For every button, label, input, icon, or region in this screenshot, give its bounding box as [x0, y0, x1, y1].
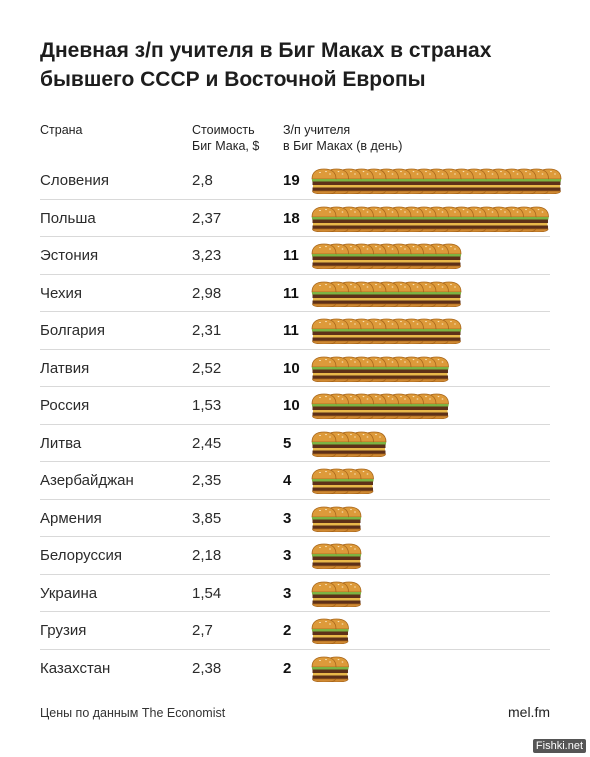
table-row: Украина 1,54 3 — [40, 575, 550, 612]
big-mac-price: 2,37 — [192, 209, 222, 227]
country-name: Эстония — [40, 247, 99, 264]
burger-icon — [311, 393, 337, 419]
table-row: Россия 1,53 10 — [40, 387, 550, 425]
wage-value: 2 — [283, 659, 292, 677]
country-name: Белоруссия — [40, 547, 122, 564]
wage-value: 19 — [283, 172, 300, 189]
table-row: Польша 2,37 18 — [40, 200, 550, 237]
big-mac-price: 3,85 — [192, 509, 222, 527]
burger-bar — [311, 468, 374, 494]
burger-icon — [311, 468, 337, 494]
wage-value: 2 — [283, 622, 292, 639]
big-mac-price: 2,35 — [192, 472, 222, 489]
source-note: Цены по данным The Economist — [40, 706, 226, 720]
wage-value: 3 — [283, 547, 292, 564]
wage-value: 10 — [283, 359, 300, 377]
big-mac-price: 1,54 — [192, 584, 222, 602]
country-name: Украина — [40, 584, 98, 602]
table-row: Эстония 3,23 11 — [40, 237, 550, 275]
burger-icon — [311, 656, 337, 682]
wage-value: 10 — [283, 397, 300, 414]
table-row: Словения 2,8 19 — [40, 162, 562, 200]
table-row: Грузия 2,7 2 — [40, 612, 550, 650]
big-mac-price: 2,98 — [192, 284, 222, 302]
burger-bar — [311, 318, 462, 344]
burger-bar — [311, 506, 362, 532]
table-row: Литва 2,45 5 — [40, 425, 550, 462]
table-row: Казахстан 2,38 2 — [40, 650, 550, 688]
burger-icon — [311, 543, 337, 569]
burger-bar — [311, 431, 387, 457]
burger-icon — [311, 431, 337, 457]
column-header-price: Стоимость Биг Мака, $ — [192, 123, 260, 153]
big-mac-price: 2,8 — [192, 172, 213, 189]
country-name: Казахстан — [40, 659, 111, 677]
country-name: Азербайджан — [40, 472, 134, 489]
wage-value: 5 — [283, 434, 292, 452]
burger-icon — [311, 281, 337, 307]
wage-value: 11 — [283, 322, 299, 339]
big-mac-price: 3,23 — [192, 247, 222, 264]
table-row: Азербайджан 2,35 4 — [40, 462, 550, 500]
country-name: Польша — [40, 209, 96, 227]
wage-value: 18 — [283, 209, 300, 227]
big-mac-price: 2,45 — [192, 434, 222, 452]
column-header-country: Страна — [40, 123, 83, 137]
country-name: Литва — [40, 434, 82, 452]
big-mac-price: 2,52 — [192, 359, 222, 377]
wage-value: 4 — [283, 472, 292, 489]
chart-title: Дневная з/п учителя в Биг Маках в страна… — [40, 39, 492, 91]
wage-value: 11 — [283, 247, 299, 264]
burger-bar — [311, 356, 449, 382]
big-mac-price: 2,38 — [192, 659, 222, 677]
burger-icon — [311, 581, 337, 607]
burger-icon — [311, 243, 337, 269]
table-row: Латвия 2,52 10 — [40, 350, 550, 387]
watermark: Fishki.net — [532, 739, 586, 753]
burger-bar — [311, 581, 362, 607]
table-row: Чехия 2,98 11 — [40, 275, 550, 312]
burger-icon — [311, 506, 337, 532]
burger-icon — [311, 168, 337, 194]
country-name: Грузия — [40, 622, 87, 639]
burger-bar — [311, 168, 562, 194]
table-row: Белоруссия 2,18 3 — [40, 537, 550, 575]
wage-value: 3 — [283, 584, 292, 602]
burger-bar — [311, 393, 449, 419]
big-mac-price: 2,31 — [192, 322, 222, 339]
table-row: Болгария 2,31 11 — [40, 312, 550, 350]
big-mac-price: 2,7 — [192, 622, 213, 639]
brand-label: mel.fm — [508, 704, 550, 720]
burger-icon — [311, 618, 337, 644]
burger-icon — [311, 356, 337, 382]
burger-bar — [311, 206, 549, 232]
burger-bar — [311, 656, 349, 682]
country-name: Словения — [40, 172, 110, 189]
wage-value: 3 — [283, 509, 292, 527]
burger-icon — [311, 318, 337, 344]
burger-bar — [311, 243, 462, 269]
column-header-wage: З/п учителя в Биг Маках (в день) — [283, 123, 403, 153]
country-name: Болгария — [40, 322, 105, 339]
burger-bar — [311, 543, 362, 569]
data-table: Словения 2,8 19 Польша 2,37 18 Эстония 3,23 11 Че… — [40, 162, 562, 688]
burger-bar — [311, 281, 462, 307]
burger-bar — [311, 618, 349, 644]
table-row: Армения 3,85 3 — [40, 500, 550, 537]
big-mac-price: 2,18 — [192, 547, 222, 564]
wage-value: 11 — [283, 284, 299, 302]
country-name: Латвия — [40, 359, 90, 377]
country-name: Армения — [40, 509, 102, 527]
country-name: Россия — [40, 397, 90, 414]
burger-icon — [311, 206, 337, 232]
big-mac-price: 1,53 — [192, 397, 222, 414]
country-name: Чехия — [40, 284, 83, 302]
